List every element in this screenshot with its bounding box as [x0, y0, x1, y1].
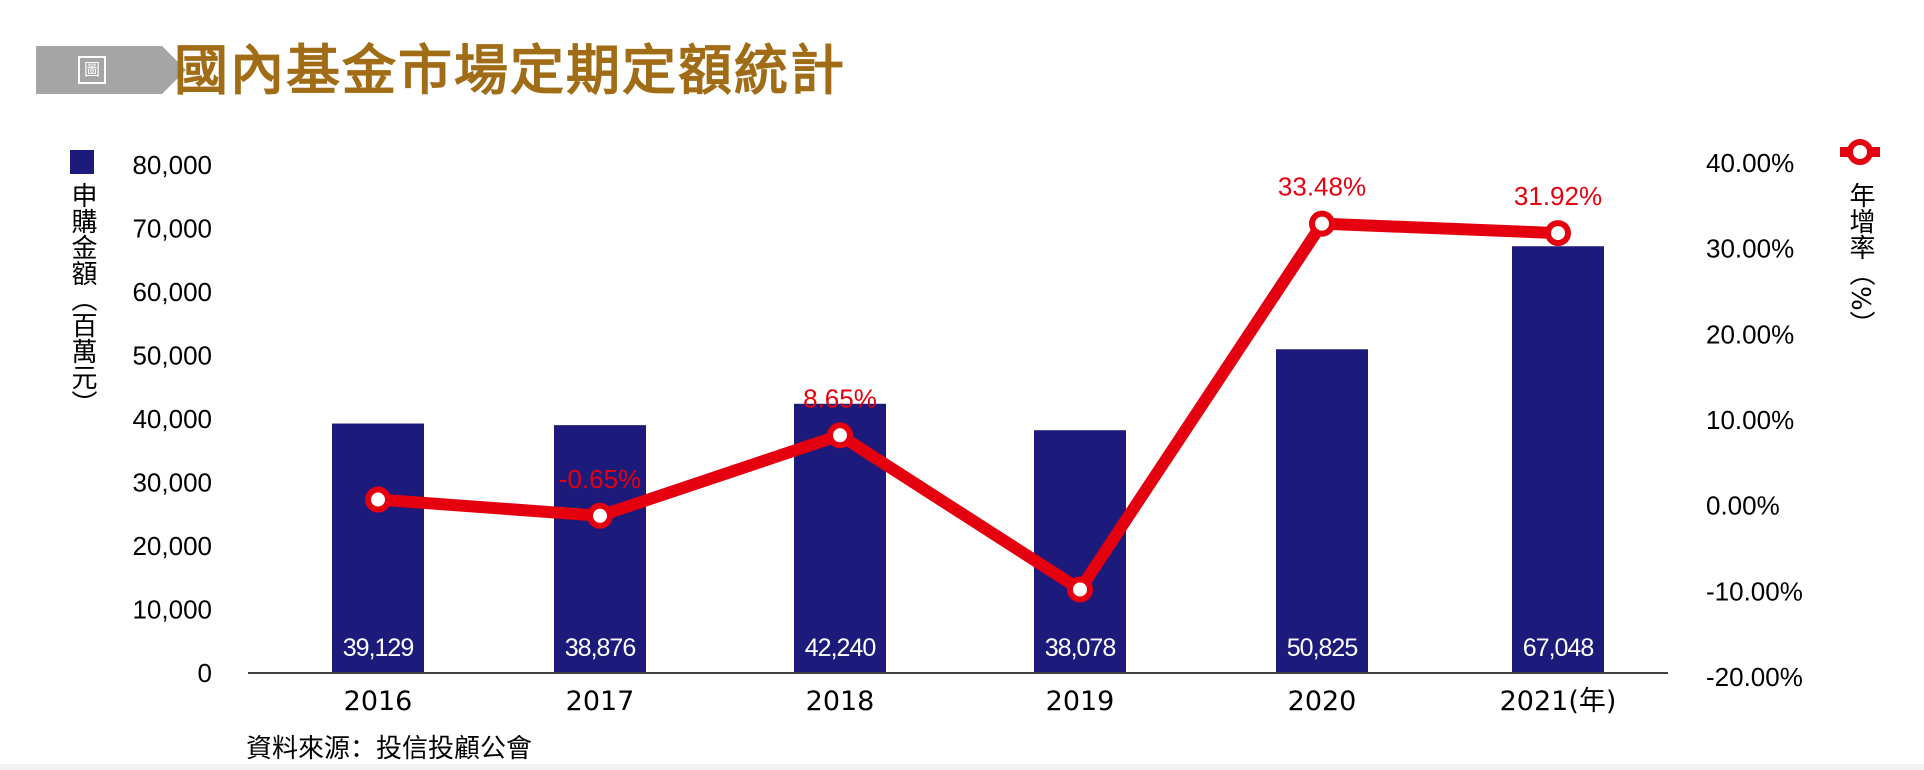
right-tick-label: -20.00%: [1706, 662, 1803, 692]
bar-value-label: 38,078: [1045, 634, 1116, 662]
line-point: [365, 486, 391, 513]
x-tick-label: 2021(年): [1500, 686, 1617, 717]
left-axis-ticks: 0 10,000 20,000 30,000 40,000 50,000 60,000 70,…: [132, 150, 212, 688]
chart-header: 圖 國內基金市場定期定額統計: [36, 38, 936, 102]
line-value-label: -0.65%: [559, 464, 641, 494]
legend-line-label: 年增率（%）: [1845, 182, 1875, 337]
legend-right: 年增率（%）: [1840, 139, 1880, 337]
bottom-divider: [0, 764, 1924, 770]
bar-value-label: 50,825: [1287, 634, 1358, 662]
left-tick-label: 10,000: [132, 595, 212, 625]
line-value-label: 31.92%: [1514, 181, 1602, 211]
left-tick-label: 20,000: [132, 531, 212, 561]
x-tick-label: 2019: [1046, 686, 1115, 717]
line-point: [1309, 210, 1335, 237]
right-tick-label: -10.00%: [1706, 576, 1803, 606]
left-tick-label: 80,000: [132, 150, 212, 180]
left-tick-label: 60,000: [132, 277, 212, 307]
line-value-labels: -0.65% 8.65% 33.48% 31.92%: [559, 172, 1602, 494]
bar: [1512, 246, 1604, 673]
right-tick-label: 10.00%: [1706, 405, 1794, 435]
bar: [554, 425, 646, 672]
x-tick-label: 2017: [566, 686, 635, 717]
x-axis-tick-labels: 2016 2017 2018 2019 2020 2021(年): [344, 686, 1617, 717]
bar-value-label: 38,876: [565, 634, 636, 662]
line-point: [1545, 220, 1571, 247]
x-tick-label: 2016: [344, 686, 413, 717]
left-tick-label: 70,000: [132, 214, 212, 244]
x-tick-label: 2020: [1288, 686, 1357, 717]
right-tick-label: 0.00%: [1706, 491, 1780, 521]
bar-value-label: 42,240: [805, 634, 876, 662]
left-tick-label: 30,000: [132, 468, 212, 498]
bar: [332, 423, 424, 672]
left-tick-label: 50,000: [132, 341, 212, 371]
chart-title: 國內基金市場定期定額統計: [174, 38, 846, 102]
legend-left: 申購金額（百萬元）: [67, 150, 97, 416]
source-note: 資料來源：投信投顧公會: [246, 734, 533, 764]
figure-tag-label: 圖: [78, 56, 106, 84]
legend-bar-label: 申購金額（百萬元）: [67, 182, 97, 416]
bar-value-label: 39,129: [343, 634, 414, 662]
line-point: [827, 422, 853, 449]
legend-bar-swatch: [70, 150, 94, 174]
bar-series: [332, 246, 1604, 673]
line-value-label: 8.65%: [803, 383, 877, 413]
line-point: [587, 502, 613, 529]
line-point: [1067, 576, 1093, 603]
bar: [1276, 349, 1368, 672]
line-value-label: 33.48%: [1278, 172, 1366, 202]
bar-value-labels: 39,129 38,876 42,240 38,078 50,825 67,048: [343, 634, 1595, 662]
growth-line: [372, 217, 1564, 596]
line-series: [365, 210, 1571, 603]
figure-tag: 圖: [36, 46, 186, 94]
right-tick-label: 40.00%: [1706, 148, 1794, 178]
right-axis-ticks: -20.00% -10.00% 0.00% 10.00% 20.00% 30.00% 40.…: [1706, 148, 1803, 692]
right-tick-label: 30.00%: [1706, 234, 1794, 264]
left-tick-label: 0: [198, 658, 212, 688]
left-tick-label: 40,000: [132, 404, 212, 434]
legend-line-marker: [1847, 139, 1873, 165]
x-tick-label: 2018: [806, 686, 875, 717]
right-tick-label: 20.00%: [1706, 319, 1794, 349]
bar-value-label: 67,048: [1523, 634, 1594, 662]
